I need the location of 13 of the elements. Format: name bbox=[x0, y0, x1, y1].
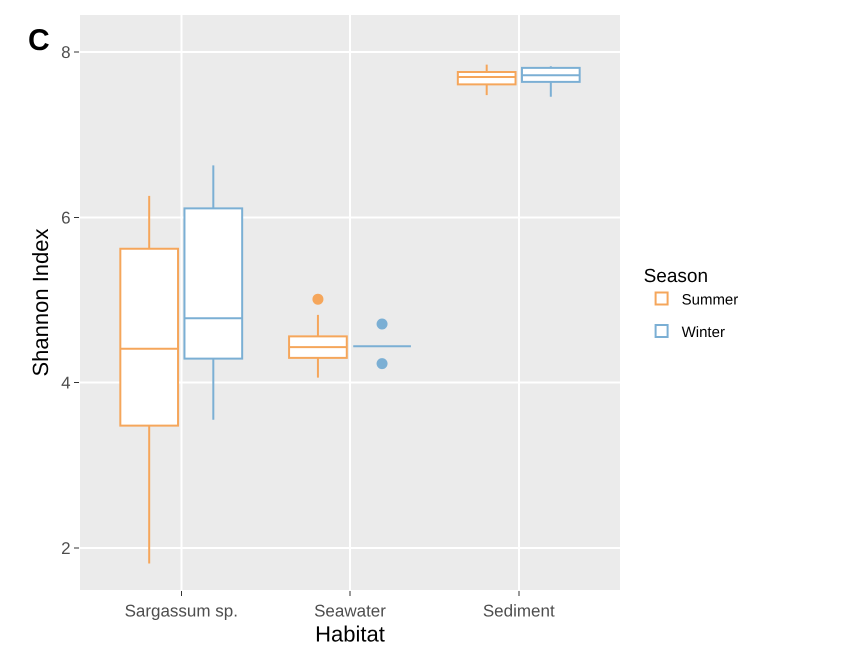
x-tick-label: Sediment bbox=[482, 601, 555, 620]
y-tick-label: 6 bbox=[61, 208, 71, 228]
x-tick-label: Seawater bbox=[314, 601, 386, 620]
text: C bbox=[28, 24, 50, 57]
y-tick-label: 2 bbox=[61, 538, 71, 558]
legend-label: Winter bbox=[682, 324, 725, 341]
legend-label: Summer bbox=[682, 291, 738, 308]
y-tick-label: 8 bbox=[61, 43, 71, 62]
y-axis-title: Shannon Index bbox=[28, 228, 53, 377]
x-axis-title: Habitat bbox=[315, 621, 385, 646]
x-tick-label: Sargassum sp. bbox=[124, 601, 238, 620]
legend-title: Season bbox=[644, 266, 708, 288]
y-tick-label: 4 bbox=[61, 374, 71, 393]
